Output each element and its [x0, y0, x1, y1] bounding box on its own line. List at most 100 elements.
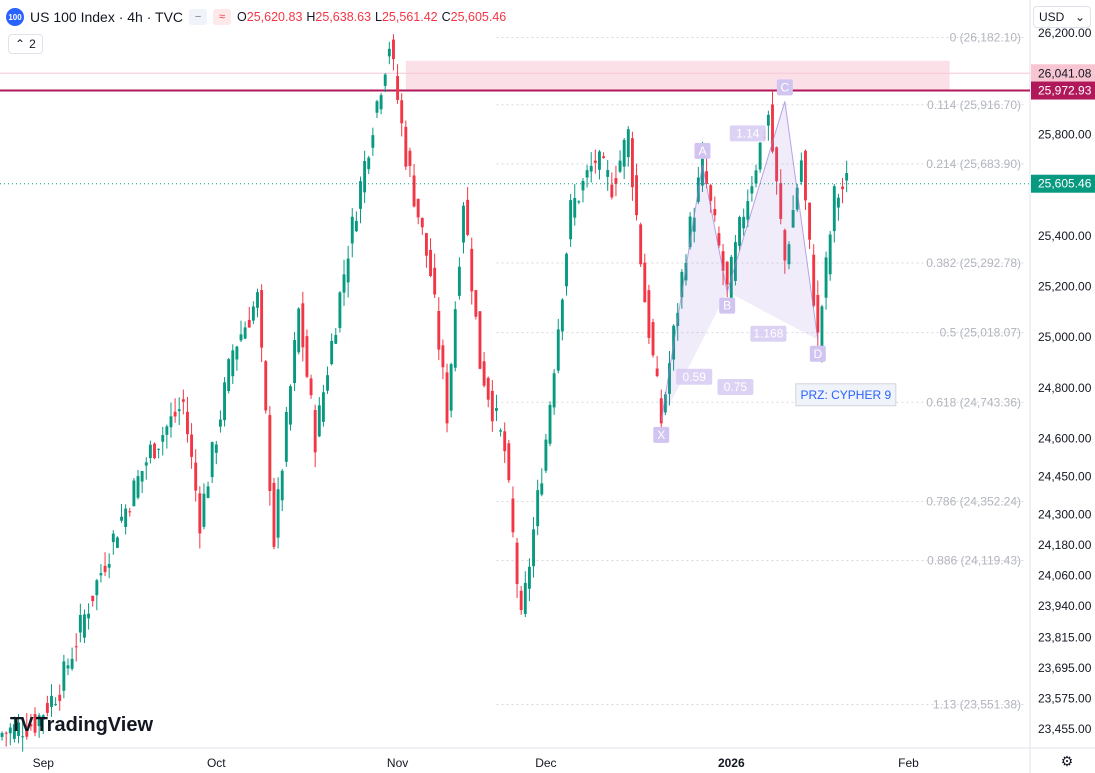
indicators-toggle[interactable]: ⌃ 2: [8, 34, 43, 54]
open-label: O: [237, 10, 247, 24]
candle-body: [845, 173, 849, 181]
candle-body: [614, 178, 618, 185]
candle-body: [507, 443, 511, 481]
candle-body: [342, 274, 346, 293]
candle-body: [177, 409, 181, 412]
candle-body: [437, 311, 441, 350]
symbol-title[interactable]: US 100 Index · 4h · TVC: [30, 9, 184, 25]
candle-body: [0, 733, 4, 737]
chart-header: 100 US 100 Index · 4h · TVC − ≈ O25,620.…: [6, 6, 506, 28]
candle-body: [144, 462, 148, 466]
candle-body: [383, 74, 387, 86]
candle-body: [140, 471, 144, 482]
symbol-badge[interactable]: 100: [6, 8, 24, 26]
high-label: H: [306, 10, 316, 24]
price-tick-label: 23,815.00: [1038, 631, 1092, 645]
candle-body: [771, 104, 774, 152]
candle-body: [598, 151, 601, 170]
candle-body: [231, 350, 235, 377]
candle-body: [29, 724, 33, 727]
time-tick-label: 2026: [718, 756, 745, 770]
pattern-point-box: [809, 345, 826, 362]
currency-label: USD: [1039, 10, 1065, 24]
candle-body: [124, 508, 128, 527]
candle-body: [758, 142, 762, 170]
candle-body: [602, 156, 606, 158]
candle-body: [783, 230, 787, 261]
candle-body: [338, 292, 342, 328]
price-tick-label: 25,000.00: [1038, 330, 1092, 344]
pattern-ratio-box: [717, 378, 754, 395]
candle-body: [441, 345, 445, 368]
candle-body: [264, 361, 268, 411]
tradingview-mark-icon: TV: [10, 714, 34, 736]
candle-body: [404, 126, 408, 167]
candle-body: [54, 704, 58, 706]
candle-body: [202, 493, 206, 527]
candle-body: [836, 197, 840, 208]
currency-select[interactable]: USD ⌄: [1033, 6, 1091, 28]
candle-body: [556, 329, 560, 371]
candle-body: [544, 439, 548, 471]
pattern-point-box: [694, 142, 711, 159]
candle-body: [659, 398, 663, 424]
price-tick-label: 24,300.00: [1038, 508, 1092, 522]
candle-body: [503, 431, 507, 452]
time-tick-label: Oct: [207, 756, 226, 770]
candle-body: [148, 444, 152, 459]
candle-body: [359, 181, 362, 209]
candle-body: [12, 724, 16, 739]
fib-level-label: 0.114 (25,916.70): [927, 98, 1021, 112]
candle-body: [321, 392, 325, 422]
chevron-down-icon: ⌄: [1074, 10, 1085, 24]
candle-body: [462, 205, 465, 243]
prz-box: [795, 383, 897, 407]
candle-body: [87, 613, 91, 619]
pattern-ratio-label: 1.168: [753, 327, 783, 341]
minus-icon[interactable]: −: [189, 9, 208, 25]
candle-body: [396, 76, 400, 100]
candle-body: [367, 157, 371, 170]
candle-body: [363, 161, 367, 193]
candle-body: [548, 404, 552, 444]
candle-body: [78, 614, 82, 633]
candle-body: [260, 290, 264, 348]
price-tick-label: 25,400.00: [1038, 229, 1092, 243]
candle-body: [83, 614, 86, 638]
candle-body: [420, 217, 424, 228]
candle-body: [433, 267, 437, 295]
tradingview-logo[interactable]: TV TradingView: [10, 714, 153, 737]
candle-body: [62, 661, 66, 691]
candle-body: [334, 335, 338, 344]
candle-body: [41, 715, 45, 720]
candle-body: [326, 375, 329, 391]
candle-body: [663, 394, 667, 413]
candle-body: [824, 257, 828, 298]
candle-body: [37, 715, 41, 727]
candle-body: [218, 419, 222, 427]
price-tick-label: 23,575.00: [1038, 692, 1092, 706]
pattern-bcd-triangle: [727, 101, 818, 340]
time-tick-label: Feb: [898, 756, 919, 770]
pattern-point-box: [653, 426, 670, 443]
pattern-point-label: C: [781, 80, 790, 94]
pattern-path: [660, 101, 819, 421]
gear-icon[interactable]: ⚙: [1060, 752, 1074, 769]
open-value: 25,620.83: [246, 10, 303, 24]
price-line-tag: [1031, 64, 1095, 83]
candle-body: [532, 529, 535, 567]
candle-body: [25, 727, 29, 737]
candle-body: [412, 175, 416, 207]
time-tick-label: Dec: [535, 756, 556, 770]
candle-body: [120, 516, 123, 521]
candles-group: [0, 34, 849, 752]
candle-body: [272, 482, 276, 547]
candle-body: [194, 462, 198, 491]
fib-level-label: 1.13 (23,551.38): [933, 698, 1021, 712]
wave-icon[interactable]: ≈: [213, 9, 232, 25]
candle-body: [470, 248, 474, 292]
candle-body: [746, 201, 750, 220]
candle-body: [8, 727, 12, 734]
candle-body: [820, 306, 824, 349]
